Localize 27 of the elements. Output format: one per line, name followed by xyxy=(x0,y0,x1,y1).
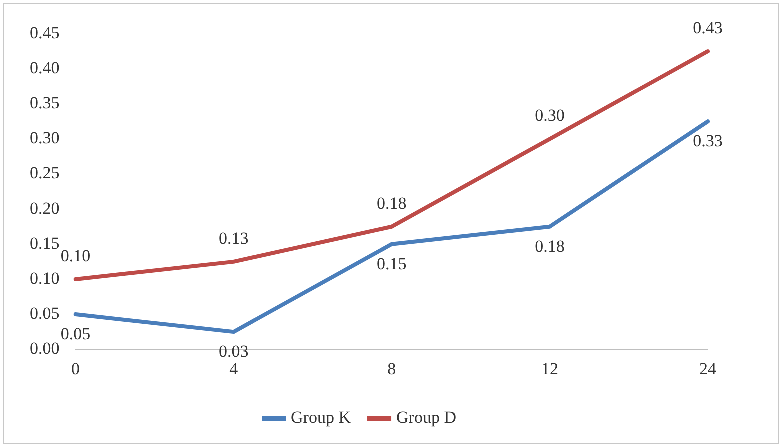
data-label: 0.13 xyxy=(218,228,249,248)
y-tick-label: 0.40 xyxy=(30,58,60,78)
y-tick-label: 0.30 xyxy=(30,128,60,148)
data-label: 0.18 xyxy=(535,236,565,256)
legend-label: Group D xyxy=(396,408,456,427)
data-label: 0.33 xyxy=(693,132,723,151)
legend-label: Group K xyxy=(291,408,352,427)
x-tick-label: 24 xyxy=(700,359,717,378)
data-label: 0.05 xyxy=(60,324,91,344)
data-label: 0.03 xyxy=(218,342,249,362)
y-tick-label: 0.10 xyxy=(30,268,60,288)
x-tick-label: 0 xyxy=(72,359,80,378)
data-label: 0.10 xyxy=(60,246,91,266)
data-label: 0.15 xyxy=(377,254,407,274)
y-tick-label: 0.35 xyxy=(30,94,60,113)
y-tick-label: 0.45 xyxy=(30,23,60,42)
data-label: 0.18 xyxy=(377,194,407,213)
y-tick-label: 0.05 xyxy=(30,304,60,323)
y-tick-label: 0.15 xyxy=(30,234,60,253)
data-label: 0.43 xyxy=(693,18,723,38)
data-label: 0.30 xyxy=(535,106,565,126)
x-tick-label: 8 xyxy=(388,359,396,378)
y-tick-label: 0.25 xyxy=(30,164,60,183)
y-tick-label: 0.20 xyxy=(30,198,60,218)
x-tick-label: 4 xyxy=(230,359,239,378)
x-tick-label: 12 xyxy=(541,359,558,378)
y-tick-label: 0.00 xyxy=(30,339,60,358)
